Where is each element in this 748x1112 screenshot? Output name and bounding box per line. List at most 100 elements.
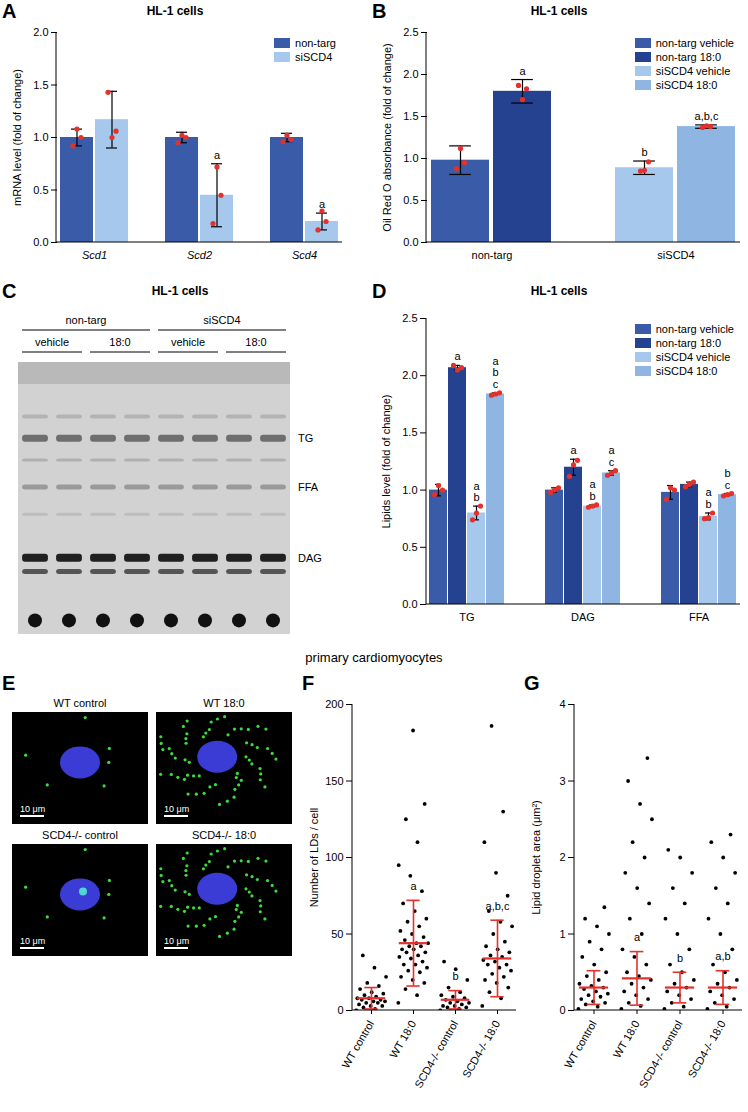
svg-text:TG: TG [298,432,313,444]
svg-text:2.0: 2.0 [403,68,418,80]
svg-text:b: b [641,146,647,158]
html-text:HL-1 cells: HL-1 cells [530,284,588,298]
svg-text:non-targ: non-targ [472,249,513,261]
svg-text:18:0: 18:0 [245,336,266,348]
svg-text:Number of LDs / cell: Number of LDs / cell [308,808,320,908]
svg-text:ab: ab [473,480,480,504]
svg-text:vehicle: vehicle [35,336,69,348]
svg-text:0.5: 0.5 [403,194,418,206]
svg-text:siSCD4: siSCD4 [657,249,694,261]
html-text:D: D [372,280,387,302]
svg-text:a: a [634,931,641,943]
svg-text:Scd2: Scd2 [187,249,212,261]
svg-text:a,b,c: a,b,c [486,900,510,912]
svg-text:100: 100 [325,851,343,863]
svg-text:50: 50 [331,928,343,940]
svg-text:FFA: FFA [298,481,319,493]
svg-text:18:0: 18:0 [109,336,130,348]
svg-text:abc: abc [492,355,499,390]
svg-text:WT control: WT control [339,1018,376,1070]
svg-text:WT 18:0: WT 18:0 [611,1018,642,1060]
svg-text:10 μm: 10 μm [20,804,45,814]
svg-text:10 μm: 10 μm [20,936,45,946]
svg-text:WT control: WT control [54,697,107,709]
svg-text:bc: bc [724,467,730,491]
svg-text:a: a [519,65,526,77]
svg-text:1.5: 1.5 [402,426,417,438]
svg-text:Lipids level (fold of change): Lipids level (fold of change) [380,395,392,529]
svg-text:a: a [319,198,326,210]
svg-text:SCD4-/- control: SCD4-/- control [42,829,118,841]
svg-text:mRNA level (fold of change): mRNA level (fold of change) [11,69,23,206]
svg-text:1.5: 1.5 [403,110,418,122]
svg-text:b: b [452,970,458,982]
svg-text:ac: ac [608,444,615,468]
svg-text:10 μm: 10 μm [164,804,189,814]
svg-text:SCD4-/- control: SCD4-/- control [412,1018,460,1090]
svg-text:1.0: 1.0 [33,131,48,143]
svg-text:10 μm: 10 μm [164,936,189,946]
svg-text:DAG: DAG [571,611,595,623]
svg-text:0.5: 0.5 [33,184,48,196]
html-text:HL-1 cells: HL-1 cells [151,284,209,298]
svg-text:ab: ab [705,486,712,510]
svg-text:SCD4-/- 18:0: SCD4-/- 18:0 [460,1018,502,1080]
html-text:non-targ 18:0: non-targ 18:0 [655,51,722,63]
svg-text:0.0: 0.0 [33,236,48,248]
svg-text:1.0: 1.0 [402,484,417,496]
svg-text:SCD4-/- control: SCD4-/- control [636,1018,684,1090]
svg-text:SCD4-/- 18:0: SCD4-/- 18:0 [192,829,256,841]
svg-text:a,b,c: a,b,c [695,110,719,122]
svg-text:a: a [570,444,577,456]
svg-text:4: 4 [559,698,565,710]
svg-text:WT 18:0: WT 18:0 [203,697,244,709]
svg-text:WT 18:0: WT 18:0 [387,1018,418,1060]
svg-text:1: 1 [559,928,565,940]
html-text:E: E [2,672,16,694]
svg-text:3: 3 [559,775,565,787]
html-text:HL-1 cells: HL-1 cells [146,4,204,18]
svg-text:200: 200 [325,698,343,710]
svg-text:b: b [677,952,683,964]
svg-text:2.5: 2.5 [402,312,417,324]
html-text:G: G [524,672,540,694]
svg-text:vehicle: vehicle [171,336,205,348]
html-text:B: B [372,0,387,22]
svg-text:2.0: 2.0 [33,26,48,38]
svg-text:Scd4: Scd4 [292,249,317,261]
svg-text:150: 150 [325,775,343,787]
html-text:F: F [302,672,315,694]
svg-text:a: a [214,149,221,161]
svg-text:Oil Red O absorbance (fold of: Oil Red O absorbance (fold of change) [381,43,393,231]
svg-text:WT control: WT control [562,1018,599,1070]
html-text:A: A [2,0,17,22]
svg-text:0: 0 [559,1004,565,1016]
svg-text:a: a [454,350,461,362]
svg-text:0.0: 0.0 [403,236,418,248]
svg-text:SCD4-/- 18:0: SCD4-/- 18:0 [685,1018,727,1080]
html-text:C: C [2,280,17,302]
svg-text:FFA: FFA [689,611,710,623]
svg-text:0: 0 [337,1004,343,1016]
svg-text:a: a [410,880,417,892]
svg-text:a,b: a,b [715,950,730,962]
svg-text:2.5: 2.5 [403,26,418,38]
svg-text:Lipid droplet area (μm²): Lipid droplet area (μm²) [530,800,542,915]
html-text:non-targ: non-targ [295,37,336,49]
html-text:primary cardiomyocytes: primary cardiomyocytes [305,650,443,665]
html-text:HL-1 cells: HL-1 cells [530,4,588,18]
svg-text:Scd1: Scd1 [82,249,107,261]
svg-text:siSCD4: siSCD4 [203,314,240,326]
svg-text:TG: TG [459,611,474,623]
svg-text:non-targ: non-targ [66,314,107,326]
svg-text:0.5: 0.5 [402,541,417,553]
svg-text:DAG: DAG [298,552,322,564]
svg-text:2.0: 2.0 [402,369,417,381]
html-text:non-targ vehicle: non-targ vehicle [655,37,734,49]
svg-text:0.0: 0.0 [402,598,417,610]
svg-text:ab: ab [589,478,596,502]
svg-text:2: 2 [559,851,565,863]
svg-text:1.0: 1.0 [403,152,418,164]
svg-text:1.5: 1.5 [33,79,48,91]
html-text:siSCD4: siSCD4 [295,51,333,63]
